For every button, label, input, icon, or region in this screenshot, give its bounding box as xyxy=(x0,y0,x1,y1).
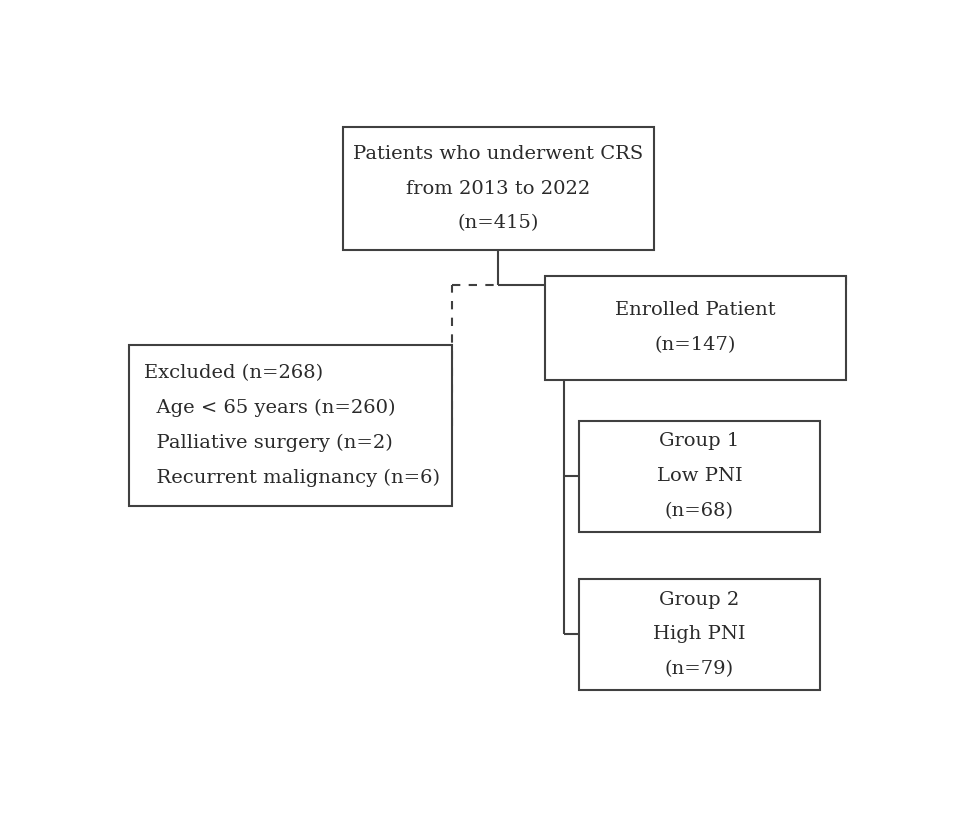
Text: Enrolled Patient: Enrolled Patient xyxy=(615,301,776,319)
Text: High PNI: High PNI xyxy=(653,626,745,644)
Text: from 2013 to 2022: from 2013 to 2022 xyxy=(406,180,591,198)
Bar xyxy=(129,345,452,507)
Text: (n=415): (n=415) xyxy=(457,214,539,232)
Text: Low PNI: Low PNI xyxy=(657,467,742,485)
Bar xyxy=(343,127,654,250)
Text: Excluded (n=268): Excluded (n=268) xyxy=(143,365,323,383)
Bar xyxy=(579,421,820,531)
Text: (n=147): (n=147) xyxy=(655,336,736,354)
Text: Recurrent malignancy (n=6): Recurrent malignancy (n=6) xyxy=(143,469,440,487)
Text: Patients who underwent CRS: Patients who underwent CRS xyxy=(354,144,643,163)
Text: Group 1: Group 1 xyxy=(659,433,739,451)
Text: (n=68): (n=68) xyxy=(665,502,734,520)
Text: Age < 65 years (n=260): Age < 65 years (n=260) xyxy=(143,399,395,417)
Text: Group 2: Group 2 xyxy=(659,590,739,608)
Text: Palliative surgery (n=2): Palliative surgery (n=2) xyxy=(143,434,392,452)
Bar xyxy=(579,579,820,690)
Bar xyxy=(546,276,846,380)
Text: (n=79): (n=79) xyxy=(665,660,734,678)
